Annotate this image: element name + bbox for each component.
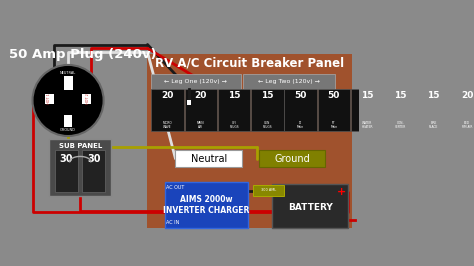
Text: LT
Main: LT Main xyxy=(297,120,304,129)
Bar xyxy=(187,101,191,105)
Bar xyxy=(46,94,55,104)
Text: 15: 15 xyxy=(261,92,273,100)
Text: 50: 50 xyxy=(328,92,340,100)
Bar xyxy=(175,150,242,167)
Text: Neutral: Neutral xyxy=(191,154,227,164)
Bar xyxy=(451,89,474,131)
Text: 15: 15 xyxy=(428,92,440,100)
Text: AC OUT: AC OUT xyxy=(166,185,185,190)
Text: CON-
VERTER: CON- VERTER xyxy=(395,120,406,129)
Text: NEUTRAL: NEUTRAL xyxy=(60,71,76,75)
Circle shape xyxy=(33,65,104,136)
Bar xyxy=(55,150,78,192)
Bar xyxy=(259,150,325,167)
Text: 20: 20 xyxy=(195,92,207,100)
Text: MICRO
WAVE: MICRO WAVE xyxy=(163,120,173,129)
Text: AIMS 2000w
INVERTER CHARGER: AIMS 2000w INVERTER CHARGER xyxy=(163,195,250,215)
Bar xyxy=(218,89,250,131)
Bar xyxy=(165,182,248,227)
Bar xyxy=(49,139,111,196)
Text: FIRE
PLACE: FIRE PLACE xyxy=(429,120,438,129)
Bar xyxy=(384,89,417,131)
Text: 30: 30 xyxy=(60,154,73,164)
FancyBboxPatch shape xyxy=(151,74,241,89)
Text: −: − xyxy=(273,188,283,197)
Text: GROUND: GROUND xyxy=(60,128,76,132)
Text: 15: 15 xyxy=(361,92,374,100)
Text: ← Leg One (120v) →: ← Leg One (120v) → xyxy=(164,79,228,84)
Bar xyxy=(184,89,217,131)
Text: SUB PANEL: SUB PANEL xyxy=(59,143,102,149)
Text: 15: 15 xyxy=(394,92,407,100)
FancyBboxPatch shape xyxy=(243,74,335,89)
Text: GEN
PLUGS: GEN PLUGS xyxy=(263,120,272,129)
Text: RV A/C Circuit Breaker Panel: RV A/C Circuit Breaker Panel xyxy=(155,57,344,70)
Text: 300 AML: 300 AML xyxy=(261,189,276,193)
Text: 15: 15 xyxy=(228,92,240,100)
Text: AC IN: AC IN xyxy=(166,219,180,225)
Text: ← Leg Two (120v) →: ← Leg Two (120v) → xyxy=(258,79,320,84)
Text: 50: 50 xyxy=(294,92,307,100)
Text: GFI
PLUGS: GFI PLUGS xyxy=(229,120,239,129)
Bar xyxy=(64,76,73,90)
Bar xyxy=(272,184,348,227)
Text: BATTERY: BATTERY xyxy=(288,203,332,212)
Bar xyxy=(251,89,283,131)
Bar xyxy=(82,150,105,192)
Text: WATER
HEATER: WATER HEATER xyxy=(362,120,373,129)
Bar xyxy=(254,185,283,196)
Bar xyxy=(351,89,383,131)
Text: +: + xyxy=(337,188,346,197)
Text: Ground: Ground xyxy=(274,154,310,164)
Bar xyxy=(151,89,184,131)
Text: 20: 20 xyxy=(461,92,473,100)
Bar xyxy=(82,94,91,104)
Bar xyxy=(284,89,317,131)
Text: HOT 1: HOT 1 xyxy=(46,93,51,104)
Text: BED
RM AIR: BED RM AIR xyxy=(462,120,472,129)
Text: RT
Main: RT Main xyxy=(330,120,337,129)
Text: 20: 20 xyxy=(161,92,173,100)
Bar xyxy=(64,115,72,127)
Text: MAIN
AIR: MAIN AIR xyxy=(197,120,205,129)
Text: HOT 2: HOT 2 xyxy=(86,93,90,104)
Bar xyxy=(318,89,350,131)
Text: 30: 30 xyxy=(87,154,100,164)
Text: 50 Amp Plug (240v): 50 Amp Plug (240v) xyxy=(9,48,157,61)
Bar xyxy=(147,53,352,227)
Bar xyxy=(418,89,450,131)
